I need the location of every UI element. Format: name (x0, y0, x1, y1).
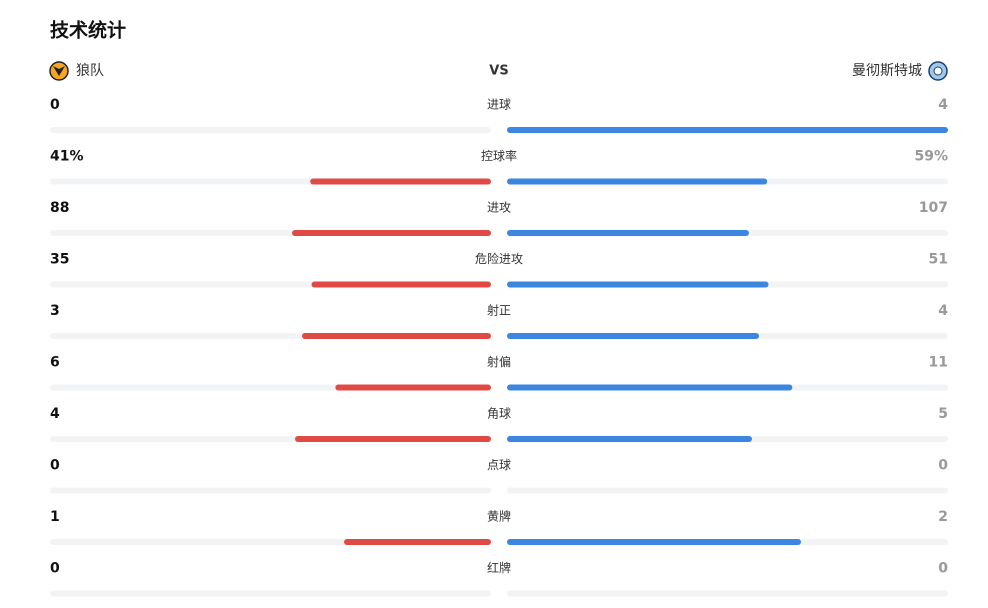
home-bar (311, 281, 491, 288)
home-value: 4 (50, 406, 60, 422)
home-bar (302, 333, 491, 339)
home-bar (295, 436, 491, 442)
away-track (507, 487, 948, 494)
home-value: 0 (50, 561, 60, 577)
stat-label: 控球率 (481, 148, 517, 163)
home-bar (291, 230, 491, 236)
away-value: 0 (938, 458, 948, 474)
away-bar (507, 384, 793, 391)
home-value: 41% (50, 149, 84, 165)
home-logo (49, 61, 69, 81)
away-value: 0 (938, 561, 948, 577)
away-logo (928, 61, 948, 81)
stat-label: 进攻 (487, 201, 511, 215)
stat-label: 射正 (487, 303, 511, 318)
away-value: 4 (938, 303, 948, 319)
away-value: 11 (929, 355, 948, 371)
home-value: 6 (50, 355, 60, 371)
away-bar (507, 281, 769, 288)
stat-label: 射偏 (487, 354, 511, 369)
away-bar (507, 178, 768, 185)
title: 技术统计 (50, 19, 126, 42)
away-value: 2 (938, 509, 948, 525)
home-value: 1 (50, 509, 60, 525)
home-bar (335, 384, 491, 391)
away-value: 51 (929, 252, 948, 268)
away-value: 4 (938, 97, 948, 113)
away-bar (507, 127, 948, 133)
stat-label: 角球 (487, 407, 511, 421)
home-value: 0 (50, 458, 60, 474)
home-track (50, 590, 491, 597)
away-bar (507, 230, 749, 236)
away-value: 107 (919, 200, 948, 216)
home-value: 88 (50, 200, 69, 216)
stat-label: 危险进攻 (475, 251, 523, 266)
away-value: 5 (938, 406, 948, 422)
stat-label: 进球 (487, 98, 511, 112)
stat-label: 点球 (487, 458, 511, 472)
home-bar (344, 539, 491, 545)
away-bar (507, 333, 759, 339)
away-bar (507, 436, 752, 442)
away-track (507, 590, 948, 597)
home-track (50, 487, 491, 494)
vs: VS (489, 64, 508, 79)
stat-label: 红牌 (487, 560, 511, 575)
home-track (50, 127, 491, 133)
away-bar (507, 539, 801, 545)
home-team: 狼队 (76, 63, 104, 79)
home-bar (310, 178, 491, 185)
home-value: 0 (50, 97, 60, 113)
stat-label: 黄牌 (487, 510, 511, 524)
away-team: 曼彻斯特城 (852, 63, 922, 79)
away-value: 59% (914, 149, 948, 165)
home-value: 3 (50, 303, 60, 319)
home-value: 35 (50, 252, 69, 268)
